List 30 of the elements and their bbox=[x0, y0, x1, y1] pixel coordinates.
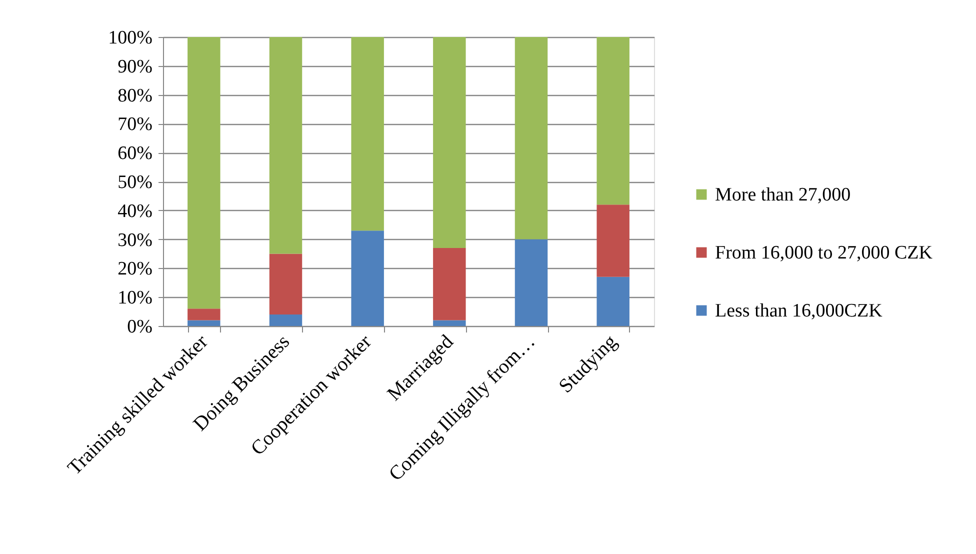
y-tick-label: 70% bbox=[118, 114, 153, 136]
bar bbox=[269, 254, 302, 314]
y-tick-label: 20% bbox=[118, 258, 153, 280]
bar bbox=[351, 37, 384, 231]
bar bbox=[596, 204, 630, 277]
bar bbox=[433, 37, 466, 248]
legend-label: From 16,000 to 27,000 CZK bbox=[715, 242, 933, 264]
y-tick-label: 50% bbox=[118, 172, 153, 193]
y-tick-label: 90% bbox=[118, 56, 153, 78]
legend-label: Less than 16,000CZK bbox=[715, 300, 883, 322]
bar bbox=[596, 37, 630, 205]
bar bbox=[269, 37, 302, 254]
y-tick-label: 10% bbox=[118, 288, 153, 309]
y-tick-label: 60% bbox=[118, 143, 153, 164]
bar bbox=[433, 248, 466, 320]
y-tick-label: 100% bbox=[108, 28, 153, 48]
bar bbox=[269, 314, 302, 326]
bar bbox=[188, 308, 220, 320]
bar bbox=[514, 239, 548, 326]
bar bbox=[433, 320, 466, 326]
bar bbox=[596, 276, 630, 326]
y-tick-label: 0% bbox=[127, 316, 153, 338]
bar bbox=[188, 37, 220, 309]
bar bbox=[188, 320, 220, 326]
legend-label: More than 27,000 bbox=[715, 184, 851, 206]
y-tick-label: 80% bbox=[118, 85, 153, 106]
bar bbox=[514, 37, 548, 240]
bar bbox=[351, 230, 384, 326]
y-tick-label: 40% bbox=[118, 200, 153, 222]
y-tick-label: 30% bbox=[118, 230, 153, 251]
